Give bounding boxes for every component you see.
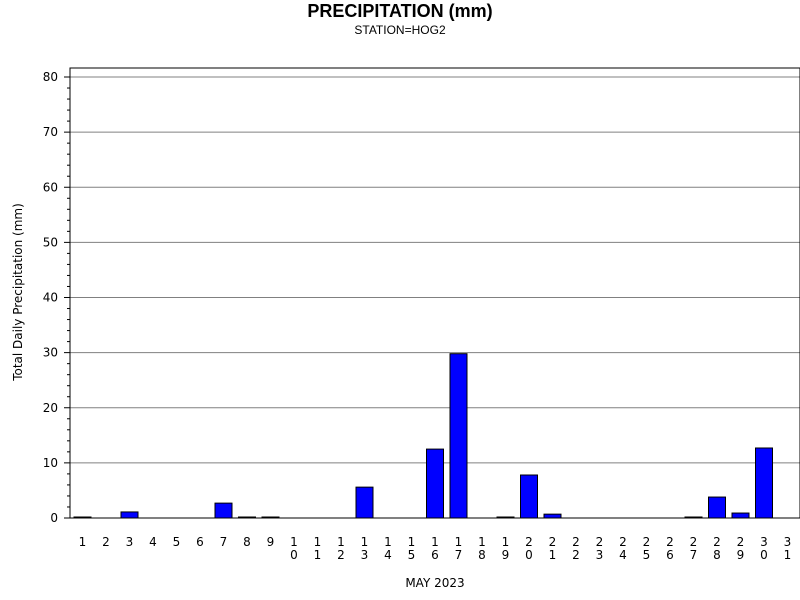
bar-day-27 [684,516,703,519]
y-axis: 0 10 20 30 40 50 60 70 80 [43,70,70,525]
bar-day-1 [73,516,92,519]
x-tick-label: 1 [79,535,87,549]
bar-day-9 [261,516,280,519]
bar-day-16 [426,448,444,519]
x-tick-label: 5 [173,535,181,549]
x-axis: 1 2 3 4 5 6 7 8 9 1 01 11 21 31 41 51 61 71 81 92 02 12 22 32 42… [79,535,792,562]
grid-lines [70,76,800,464]
y-tick-label: 30 [43,346,58,360]
x-axis-label: MAY 2023 [405,576,464,590]
bar-day-28 [708,496,726,519]
bar-day-7 [214,502,233,519]
chart-title: PRECIPITATION (mm) [307,1,493,21]
x-tick-label: 3 [126,535,134,549]
bar-day-3 [120,511,139,519]
x-tick-label: 8 [243,535,251,549]
y-tick-label: 70 [43,125,58,139]
y-tick-label: 50 [43,235,58,249]
y-tick-label: 0 [50,511,58,525]
chart-subtitle: STATION=HOG2 [354,23,446,37]
y-tick-label: 80 [43,70,58,84]
bar-day-17 [449,353,468,519]
bar-day-29 [731,512,750,519]
x-tick-label: 7 [220,535,228,549]
y-tick-label: 20 [43,401,58,415]
bars [73,353,773,519]
bar-day-21 [543,513,562,519]
x-tick-label: 9 [267,535,275,549]
y-tick-label: 40 [43,291,58,305]
bar-day-30 [755,447,773,519]
x-tick-label: 2 [102,535,110,549]
bar-day-20 [520,474,538,519]
x-tick-label: 6 [196,535,204,549]
y-axis-label: Total Daily Precipitation (mm) [11,203,25,382]
x-tick-label: 4 [149,535,157,549]
bar-day-13 [355,486,374,519]
y-tick-label: 10 [43,456,58,470]
y-tick-label: 60 [43,180,58,194]
bar-day-8 [238,516,256,519]
bar-day-19 [496,516,515,519]
